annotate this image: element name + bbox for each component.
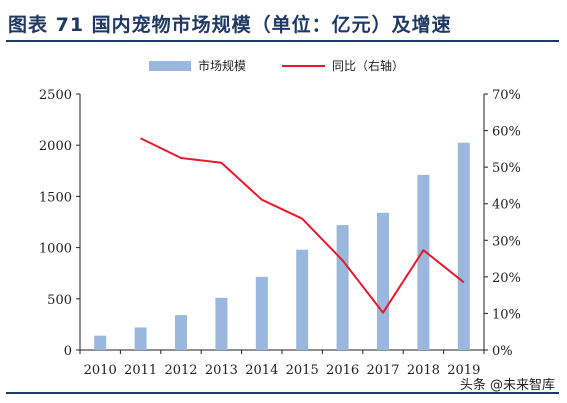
y-left-tick-label: 500	[47, 293, 72, 308]
x-tick-label: 2019	[447, 363, 480, 378]
bar	[377, 212, 389, 350]
y-left-tick-label: 2000	[39, 139, 72, 154]
x-tick-label: 2016	[326, 363, 359, 378]
x-tick-label: 2010	[84, 363, 117, 378]
x-axis-labels: 2010 2011 2012 2013 2014 2015 2016 2017 2018 2019	[84, 363, 481, 378]
bar	[336, 225, 349, 350]
x-tick-label: 2017	[366, 363, 399, 378]
y-left-tick-label: 1000	[39, 242, 72, 257]
bar	[215, 297, 228, 350]
bar	[457, 142, 470, 350]
x-tick-label: 2014	[245, 363, 278, 378]
bar	[94, 335, 107, 350]
legend-line-label: 同比（右轴）	[332, 58, 404, 73]
watermark: 头条 @未来智库	[459, 378, 555, 393]
x-tick-label: 2013	[205, 363, 238, 378]
y-right-tick-label: 20%	[492, 271, 521, 286]
title-divider	[6, 40, 559, 42]
bar	[175, 315, 187, 350]
chart-title: 图表 71 国内宠物市场规模（单位：亿元）及增速	[8, 14, 452, 36]
bar	[134, 327, 147, 350]
x-tick-label: 2015	[286, 363, 319, 378]
legend-bar-swatch	[149, 61, 191, 71]
legend-bar-label: 市场规模	[198, 58, 246, 73]
y-right-tick-label: 40%	[492, 198, 521, 213]
y-left-tick-label: 2500	[39, 88, 72, 103]
y-left-tick-label: 1500	[39, 190, 72, 205]
line-series	[140, 137, 465, 314]
y-left-tick-label: 0	[64, 344, 72, 359]
y-right-tick-label: 10%	[492, 307, 521, 322]
x-tick-label: 2011	[124, 363, 157, 378]
y-right-tick-label: 70%	[492, 88, 521, 103]
bottom-divider	[6, 392, 559, 394]
bar-series	[94, 142, 470, 350]
legend: 市场规模 同比（右轴）	[149, 58, 404, 73]
bar	[296, 249, 309, 350]
y-right-tick-label: 60%	[492, 125, 521, 140]
bar	[255, 276, 268, 350]
bar	[417, 174, 430, 350]
y-right-tick-label: 50%	[492, 161, 521, 176]
x-tick-label: 2012	[164, 363, 197, 378]
y-right-tick-label: 0%	[492, 344, 513, 359]
y-right-tick-label: 30%	[492, 234, 521, 249]
axes: 0 500 1000 1500 2000 2500 0% 10% 20% 30% 40% 50% 60%…	[39, 88, 521, 359]
x-tick-label: 2018	[407, 363, 440, 378]
